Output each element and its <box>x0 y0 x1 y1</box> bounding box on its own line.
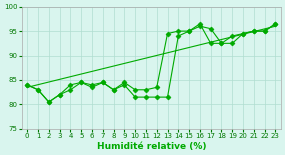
X-axis label: Humidité relative (%): Humidité relative (%) <box>97 142 206 151</box>
